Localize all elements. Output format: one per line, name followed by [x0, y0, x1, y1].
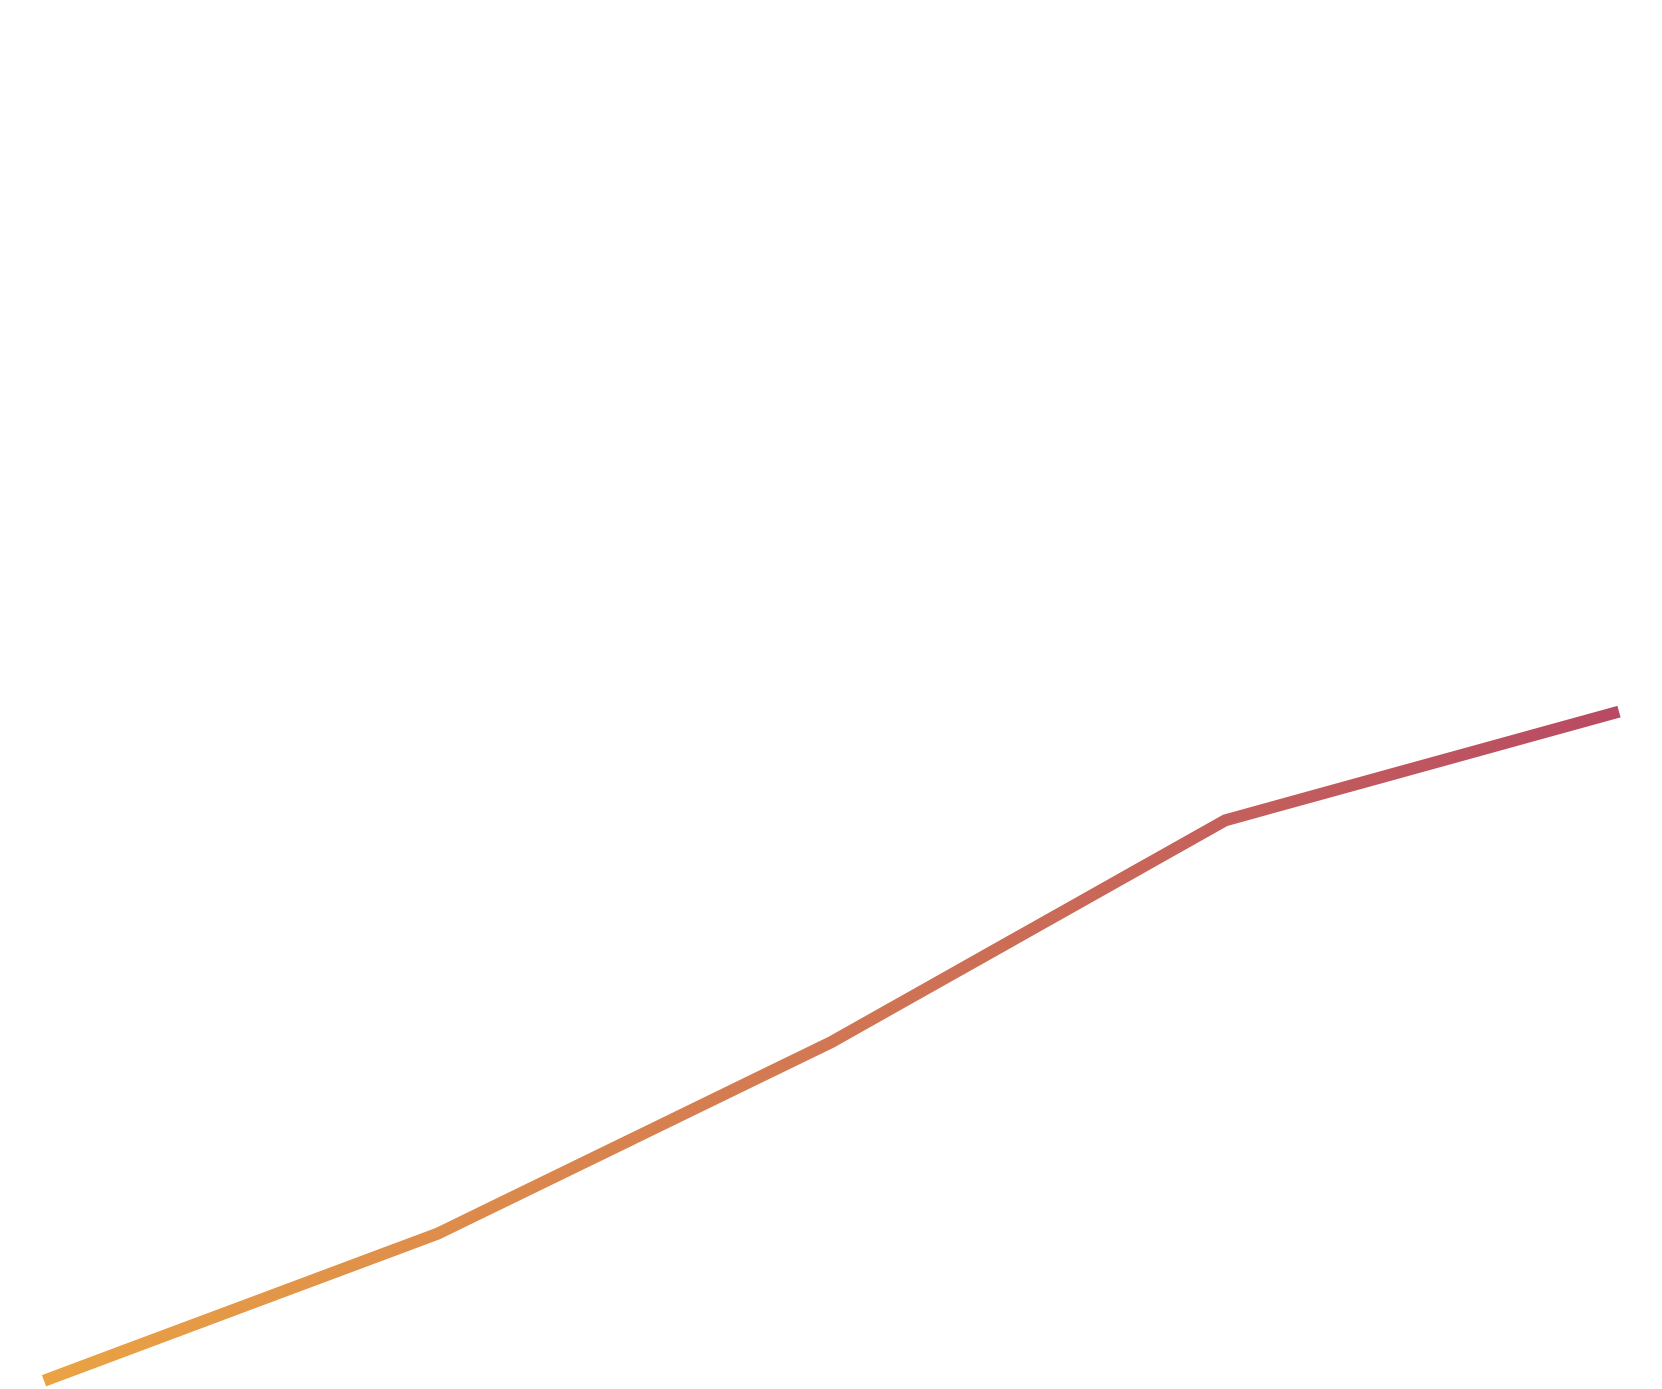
series-line-0	[41, 705, 1621, 1387]
plot-area	[41, 705, 1621, 1387]
